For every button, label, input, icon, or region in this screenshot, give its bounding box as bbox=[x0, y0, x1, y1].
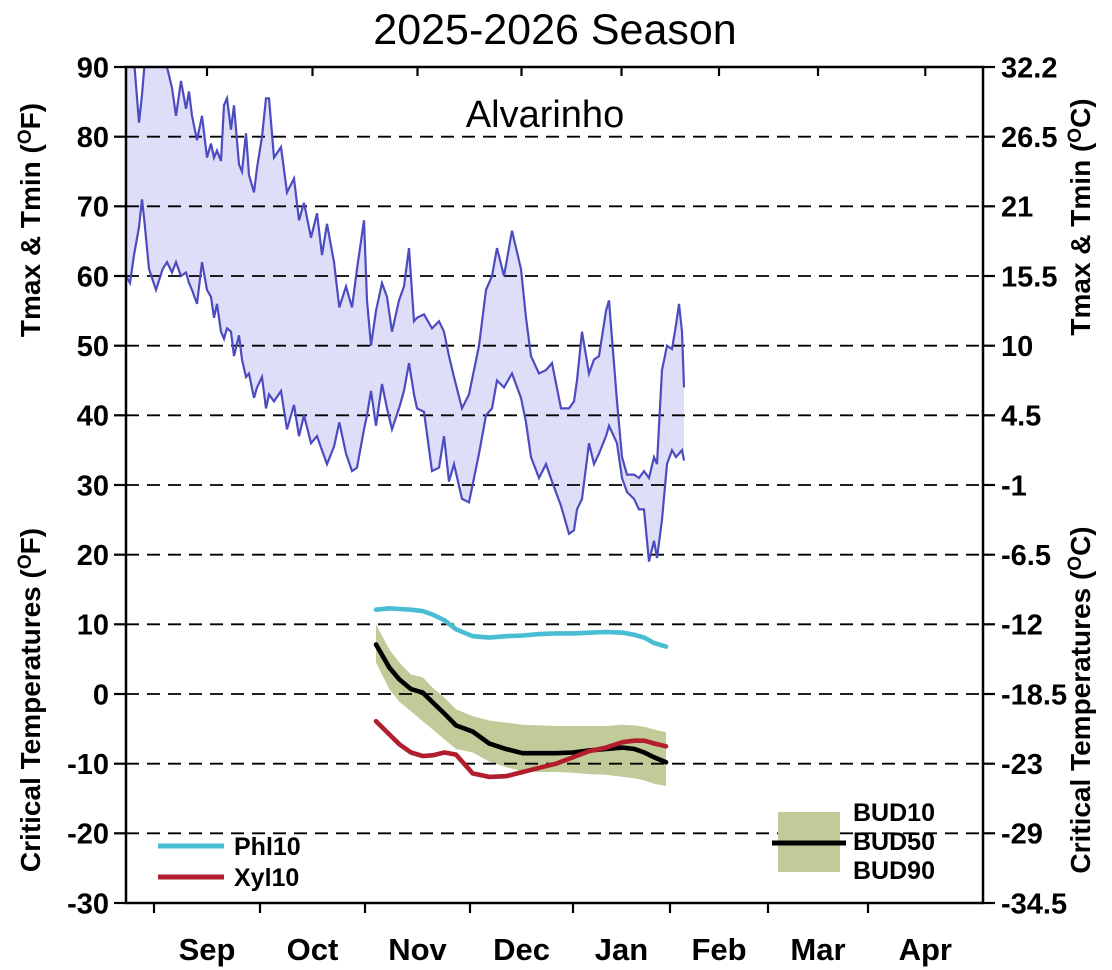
xyl10-line bbox=[373, 718, 669, 780]
axis-title-text: F) bbox=[15, 528, 46, 554]
degree-superscript: O bbox=[1065, 128, 1086, 143]
y-tick-label-celsius: 32.2 bbox=[1001, 52, 1057, 84]
tmax-tmin-band bbox=[126, 67, 684, 562]
x-month-label: Jan bbox=[595, 932, 648, 967]
y-tick-label-celsius: 26.5 bbox=[1001, 122, 1057, 154]
y-tick-label-fahrenheit: 30 bbox=[77, 470, 109, 502]
y-tick-label-celsius: -29 bbox=[1001, 819, 1043, 851]
y-tick-label-fahrenheit: 80 bbox=[77, 122, 109, 154]
tmin-line bbox=[126, 199, 686, 562]
x-month-label: Nov bbox=[388, 932, 447, 967]
y-tick-label-celsius: -1 bbox=[1001, 470, 1027, 502]
x-month-label: Feb bbox=[691, 932, 746, 967]
bud10-legend-label: BUD10 bbox=[853, 799, 935, 827]
band-layer bbox=[126, 67, 684, 786]
axis-title-text: Critical Temperatures ( bbox=[15, 568, 46, 872]
y-tick-label-celsius: -18.5 bbox=[1001, 679, 1067, 711]
axis-title-text: Tmax & Tmin ( bbox=[15, 143, 46, 337]
y-tick-label-celsius: -34.5 bbox=[1001, 888, 1067, 920]
axis-title-text: F) bbox=[15, 103, 46, 129]
degree-superscript: O bbox=[1065, 556, 1086, 571]
left-axis-title-tmax-tmin: Tmax & Tmin (OF) bbox=[15, 103, 46, 337]
phl10-legend-label: Phl10 bbox=[234, 833, 301, 861]
y-tick-label-fahrenheit: -10 bbox=[67, 749, 109, 781]
axis-title-text: Tmax & Tmin ( bbox=[1065, 142, 1096, 336]
y-tick-label-celsius: -12 bbox=[1001, 610, 1043, 642]
y-tick-label-celsius: 15.5 bbox=[1001, 261, 1057, 293]
axis-title-text: Critical Temperatures ( bbox=[1065, 570, 1096, 874]
degree-superscript: O bbox=[15, 554, 36, 569]
page-title: 2025-2026 Season bbox=[373, 6, 736, 54]
y-tick-label-fahrenheit: 60 bbox=[77, 261, 109, 293]
variety-subtitle: Alvarinho bbox=[466, 94, 624, 136]
gridline-layer bbox=[126, 135, 983, 835]
phl10-line bbox=[373, 605, 669, 649]
legend-critical-curves: Phl10 Xyl10 bbox=[158, 833, 301, 892]
x-month-label: Apr bbox=[899, 932, 952, 967]
axis-title-text: C) bbox=[1065, 98, 1096, 128]
y-tick-label-fahrenheit: 70 bbox=[77, 192, 109, 224]
axis-title-text: C) bbox=[1065, 526, 1096, 556]
y-tick-label-fahrenheit: 10 bbox=[77, 610, 109, 642]
bud50-line bbox=[373, 642, 669, 765]
x-month-label: Mar bbox=[790, 932, 845, 967]
bud10-bud90-band bbox=[376, 624, 666, 786]
tmax-line bbox=[133, 67, 686, 481]
y-tick-label-fahrenheit: 40 bbox=[77, 401, 109, 433]
x-month-label: Dec bbox=[493, 932, 550, 967]
y-tick-label-fahrenheit: 90 bbox=[77, 52, 109, 84]
y-tick-label-fahrenheit: 50 bbox=[77, 331, 109, 363]
y-tick-label-celsius: -6.5 bbox=[1001, 540, 1051, 572]
bud90-legend-label: BUD90 bbox=[853, 857, 935, 885]
legend-bud-hardiness: BUD10 BUD50 BUD90 bbox=[772, 799, 935, 885]
x-month-label: Oct bbox=[287, 932, 339, 967]
y-tick-label-celsius: 21 bbox=[1001, 192, 1033, 224]
left-axis-title-critical: Critical Temperatures (OF) bbox=[15, 528, 46, 872]
x-month-label: Sep bbox=[179, 932, 236, 967]
right-axis-title-tmax-tmin: Tmax & Tmin (OC) bbox=[1065, 98, 1096, 335]
y-tick-label-fahrenheit: -20 bbox=[67, 819, 109, 851]
degree-superscript: O bbox=[15, 129, 36, 144]
bud50-legend-label: BUD50 bbox=[853, 828, 935, 856]
y-tick-label-celsius: 4.5 bbox=[1001, 401, 1041, 433]
right-axis-title-critical: Critical Temperatures (OC) bbox=[1065, 526, 1096, 873]
y-tick-label-fahrenheit: 20 bbox=[77, 540, 109, 572]
axes-layer bbox=[114, 65, 995, 913]
series-layer bbox=[126, 67, 686, 780]
xyl10-legend-label: Xyl10 bbox=[234, 864, 299, 892]
y-tick-label-fahrenheit: -30 bbox=[67, 888, 109, 920]
y-tick-label-celsius: 10 bbox=[1001, 331, 1033, 363]
y-tick-label-fahrenheit: 0 bbox=[93, 679, 109, 711]
y-tick-label-celsius: -23 bbox=[1001, 749, 1043, 781]
